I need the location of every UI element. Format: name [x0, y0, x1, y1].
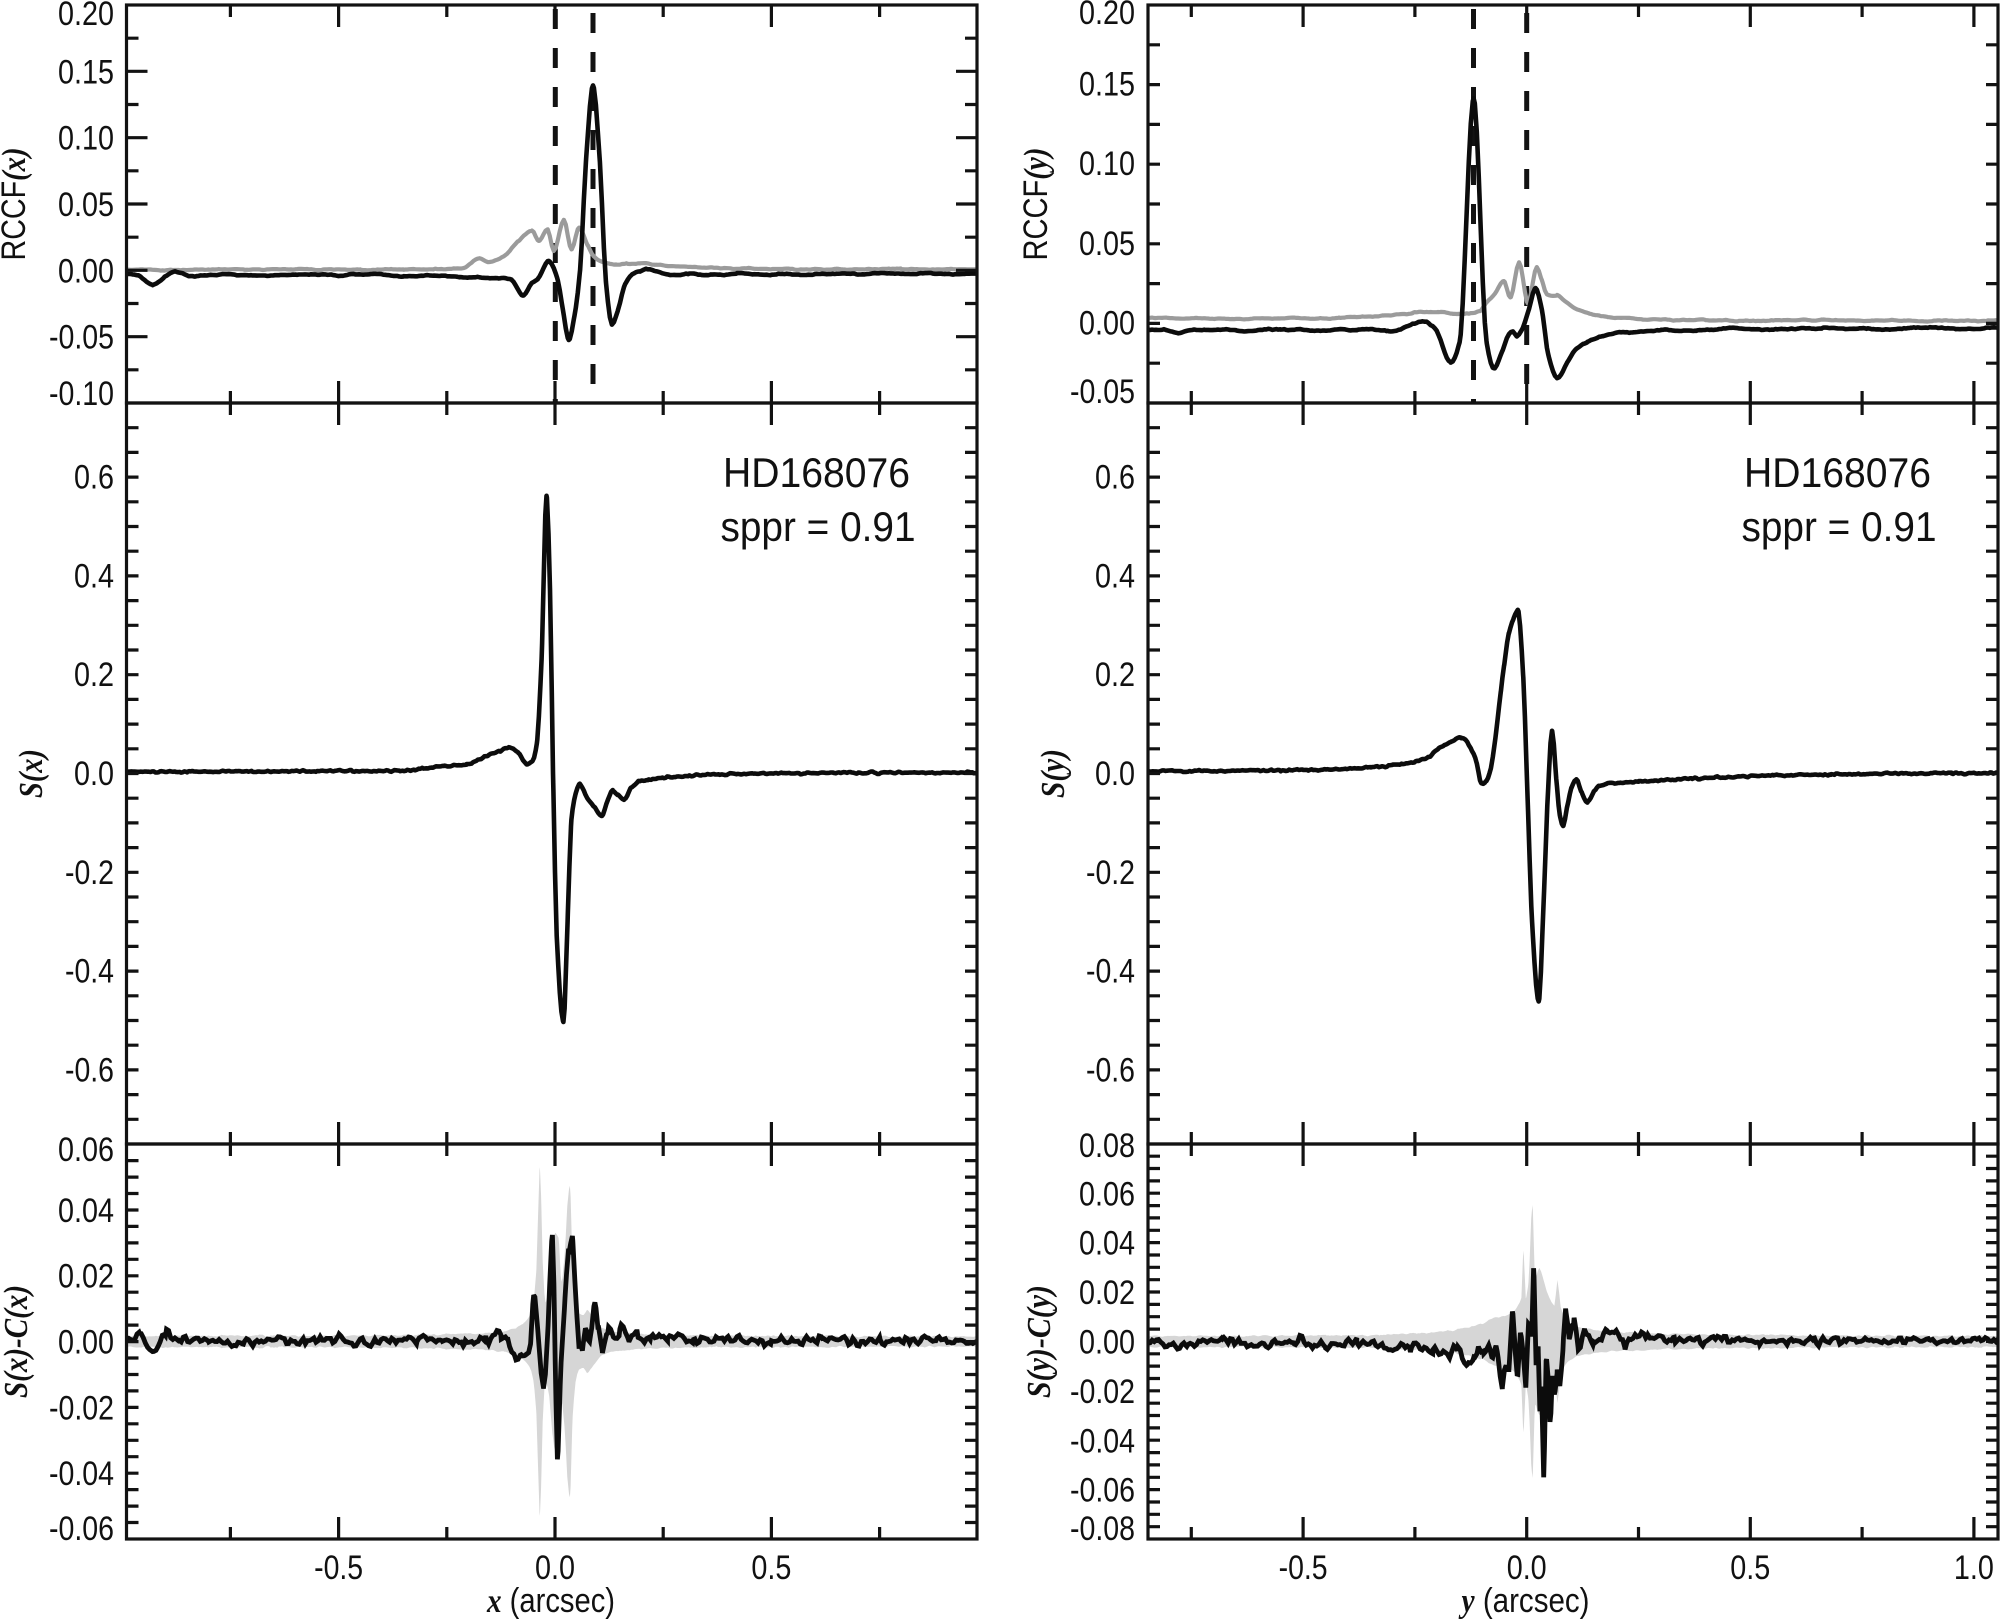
svg-text:0.15: 0.15: [1079, 66, 1135, 104]
svg-text:0.2: 0.2: [74, 656, 114, 694]
svg-text:0.4: 0.4: [74, 557, 114, 595]
svg-text:S(x): S(x): [13, 749, 50, 798]
svg-text:0.20: 0.20: [58, 0, 114, 33]
svg-text:HD168076: HD168076: [1744, 449, 1931, 496]
svg-text:-0.2: -0.2: [65, 854, 114, 892]
svg-text:0.5: 0.5: [1730, 1549, 1770, 1587]
svg-text:0.00: 0.00: [58, 252, 114, 290]
svg-text:0.00: 0.00: [58, 1324, 114, 1362]
svg-text:-0.06: -0.06: [1070, 1472, 1135, 1510]
svg-text:-0.02: -0.02: [1070, 1373, 1135, 1411]
svg-text:HD168076: HD168076: [723, 449, 910, 496]
svg-text:0.10: 0.10: [58, 120, 114, 158]
svg-text:0.0: 0.0: [535, 1549, 575, 1587]
svg-text:0.15: 0.15: [58, 53, 114, 91]
svg-text:sppr = 0.91: sppr = 0.91: [721, 503, 916, 550]
svg-text:-0.5: -0.5: [1279, 1549, 1328, 1587]
svg-text:1.0: 1.0: [1954, 1549, 1994, 1587]
svg-text:-0.2: -0.2: [1086, 854, 1135, 892]
svg-text:0.06: 0.06: [58, 1131, 114, 1169]
svg-text:0.6: 0.6: [74, 459, 114, 497]
svg-text:0.20: 0.20: [1079, 0, 1135, 32]
svg-text:0.2: 0.2: [1095, 656, 1135, 694]
svg-text:0.04: 0.04: [58, 1192, 114, 1230]
svg-text:0.05: 0.05: [58, 186, 114, 224]
svg-text:-0.4: -0.4: [65, 953, 114, 991]
svg-text:sppr = 0.91: sppr = 0.91: [1742, 503, 1937, 550]
svg-text:0.10: 0.10: [1079, 145, 1135, 183]
svg-text:x (arcsec): x (arcsec): [486, 1582, 615, 1620]
svg-text:-0.04: -0.04: [49, 1455, 114, 1493]
svg-text:0.06: 0.06: [1079, 1175, 1135, 1213]
svg-text:0.0: 0.0: [74, 755, 114, 793]
svg-text:-0.5: -0.5: [314, 1549, 363, 1587]
svg-text:0.00: 0.00: [1079, 1324, 1135, 1362]
svg-text:RCCF(y): RCCF(y): [1017, 148, 1055, 261]
svg-text:-0.06: -0.06: [49, 1510, 114, 1548]
svg-text:-0.02: -0.02: [49, 1389, 114, 1427]
svg-text:S(y)-C(y): S(y)-C(y): [1021, 1285, 1058, 1398]
svg-text:0.08: 0.08: [1079, 1127, 1135, 1165]
svg-text:-0.05: -0.05: [1070, 373, 1135, 411]
svg-text:0.0: 0.0: [1095, 755, 1135, 793]
svg-text:-0.08: -0.08: [1070, 1510, 1135, 1548]
svg-text:0.6: 0.6: [1095, 459, 1135, 497]
svg-text:0.00: 0.00: [1079, 304, 1135, 342]
svg-text:S(x)-C(x): S(x)-C(x): [0, 1285, 35, 1398]
svg-text:0.04: 0.04: [1079, 1225, 1135, 1263]
svg-text:0.0: 0.0: [1507, 1549, 1547, 1587]
svg-text:-0.10: -0.10: [49, 375, 114, 413]
svg-text:0.05: 0.05: [1079, 225, 1135, 263]
svg-text:-0.6: -0.6: [65, 1051, 114, 1089]
svg-text:y (arcsec): y (arcsec): [1458, 1582, 1589, 1620]
svg-text:0.02: 0.02: [1079, 1274, 1135, 1312]
svg-text:0.5: 0.5: [751, 1549, 791, 1587]
svg-text:S(y): S(y): [1035, 749, 1072, 798]
svg-text:0.02: 0.02: [58, 1258, 114, 1296]
svg-text:-0.04: -0.04: [1070, 1422, 1135, 1460]
svg-text:-0.05: -0.05: [49, 319, 114, 357]
svg-text:RCCF(x): RCCF(x): [0, 148, 33, 261]
svg-text:0.4: 0.4: [1095, 557, 1135, 595]
svg-text:-0.6: -0.6: [1086, 1051, 1135, 1089]
svg-text:-0.4: -0.4: [1086, 953, 1135, 991]
